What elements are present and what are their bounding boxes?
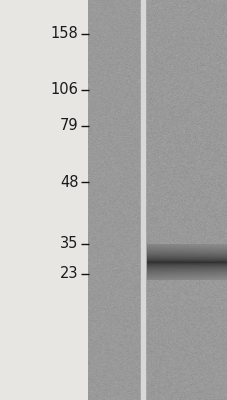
Text: 48: 48 — [60, 174, 78, 190]
Bar — [0, 0, 86, 400]
Text: 158: 158 — [51, 26, 78, 42]
Text: 35: 35 — [60, 236, 78, 252]
Text: 23: 23 — [60, 266, 78, 282]
Text: 106: 106 — [51, 82, 78, 98]
Bar — [140, 0, 145, 400]
Text: 79: 79 — [60, 118, 78, 134]
